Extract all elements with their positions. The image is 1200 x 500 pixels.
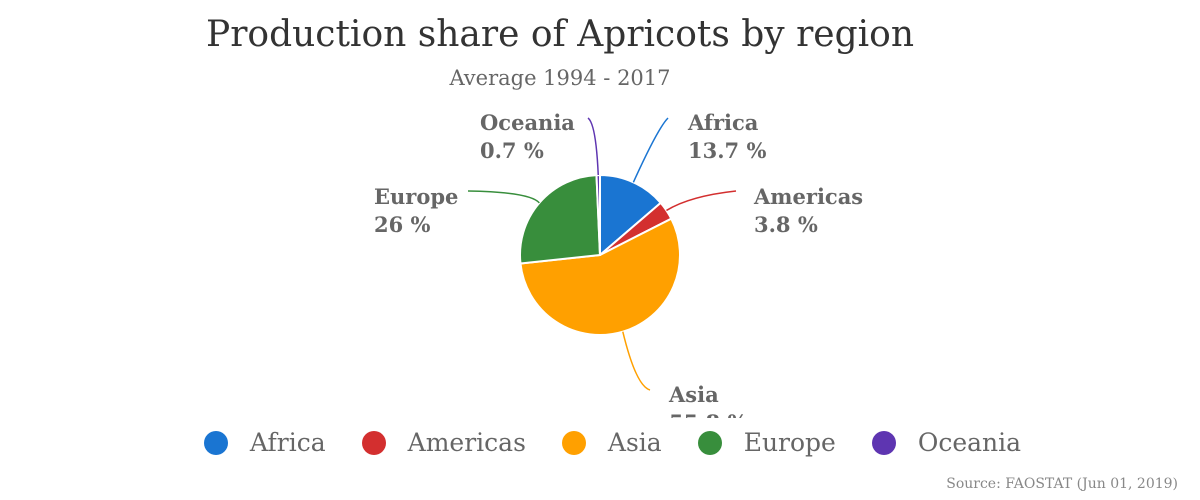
source-note: Source: FAOSTAT (Jun 01, 2019) xyxy=(946,476,1178,492)
legend-marker-icon xyxy=(697,430,722,455)
legend-item-africa[interactable]: Africa xyxy=(203,428,326,457)
connector-oceania xyxy=(587,117,599,176)
data-label-value-asia: 55.8 % xyxy=(669,410,747,418)
legend-item-americas[interactable]: Americas xyxy=(361,428,526,457)
data-label-value-europe: 26 % xyxy=(374,212,431,237)
legend-label: Asia xyxy=(607,428,662,457)
pie-chart: Africa 13.7 % Americas 3.8 % Asia 55.8 % Europ… xyxy=(374,110,863,418)
pie-slice-europe[interactable] xyxy=(519,174,602,265)
legend-marker-icon xyxy=(871,430,896,455)
connector-africa xyxy=(632,117,669,183)
data-label-value-africa: 13.7 % xyxy=(688,138,766,163)
legend-marker-icon xyxy=(361,430,386,455)
chart-subtitle: Average 1994 - 2017 xyxy=(449,66,671,90)
connector-europe xyxy=(467,190,540,204)
legend-item-oceania[interactable]: Oceania xyxy=(871,428,1022,457)
data-label-value-oceania: 0.7 % xyxy=(480,138,544,163)
legend-marker-icon xyxy=(203,430,228,455)
legend-label: Africa xyxy=(249,428,326,457)
connector-americas xyxy=(666,190,737,212)
data-label-name-americas: Americas xyxy=(753,184,863,209)
data-label-value-americas: 3.8 % xyxy=(754,212,818,237)
data-label-name-oceania: Oceania xyxy=(480,110,575,135)
data-label-name-africa: Africa xyxy=(687,110,759,135)
legend-item-europe[interactable]: Europe xyxy=(697,428,836,457)
legend-label: Americas xyxy=(407,428,526,457)
legend-label: Europe xyxy=(743,428,836,457)
legend-item-asia[interactable]: Asia xyxy=(561,428,662,457)
pie-slice-asia[interactable] xyxy=(519,217,681,336)
chart-title: Production share of Apricots by region xyxy=(205,14,915,55)
legend-marker-icon xyxy=(561,430,586,455)
connector-asia xyxy=(622,331,651,391)
data-label-name-asia: Asia xyxy=(668,382,719,407)
legend-label: Oceania xyxy=(917,428,1022,457)
data-label-name-europe: Europe xyxy=(374,184,458,209)
legend: Africa Americas Asia Europe Oceania xyxy=(0,428,1200,457)
